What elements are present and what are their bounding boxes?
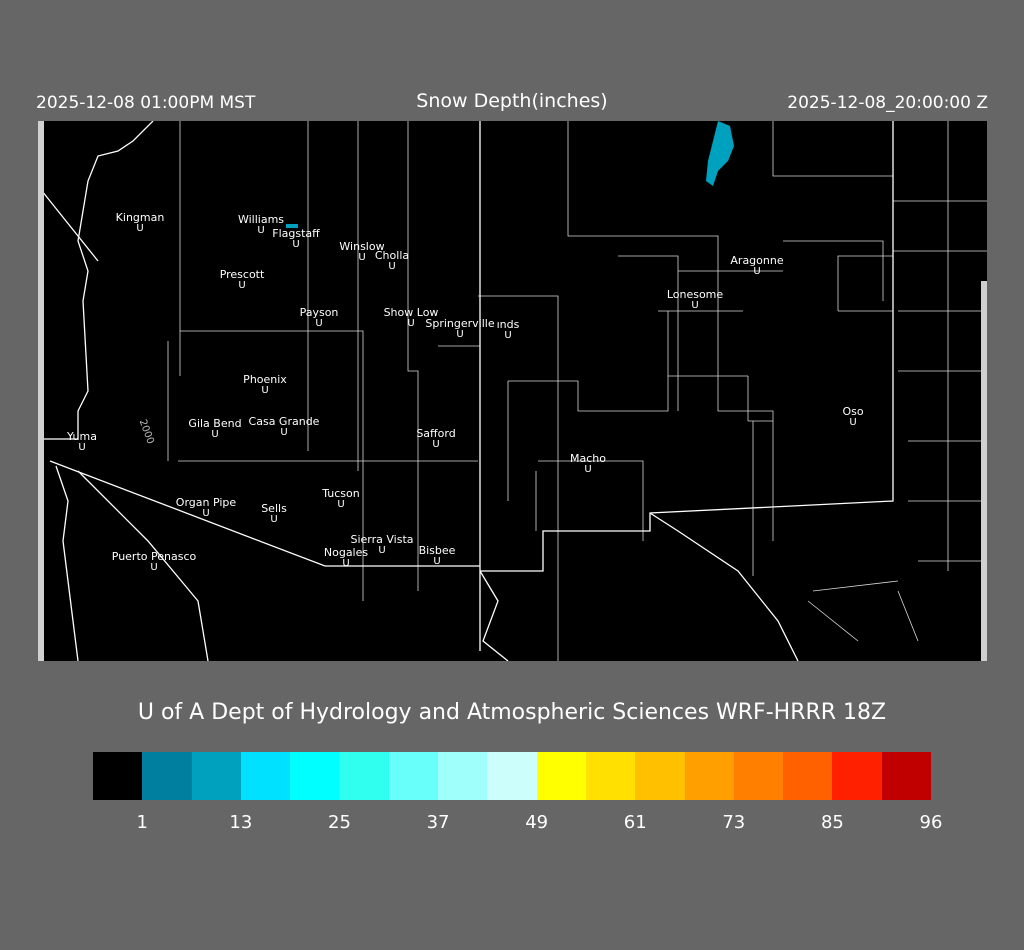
city-yuma: Yuma U bbox=[67, 430, 97, 453]
colorbar-swatch bbox=[191, 752, 241, 800]
colorbar-swatch bbox=[585, 752, 636, 800]
colorbar-swatch bbox=[536, 752, 586, 800]
city-kingman: Kingman U bbox=[115, 211, 165, 234]
city-organ-pipe: Organ Pipe U bbox=[175, 496, 237, 519]
colorbar-label: 85 bbox=[820, 812, 844, 833]
colorbar-swatch bbox=[93, 752, 143, 800]
city-macho: Macho U bbox=[570, 452, 606, 475]
colorbar-label: 37 bbox=[426, 812, 450, 833]
colorbar-swatch bbox=[832, 752, 882, 800]
colorbar-label: 49 bbox=[525, 812, 549, 833]
state-borders bbox=[38, 121, 894, 661]
city-inds: ınds U bbox=[496, 318, 520, 341]
colorbar-swatch bbox=[684, 752, 734, 800]
city-williams: Williams U bbox=[237, 213, 285, 236]
city-winslow: Winslow U bbox=[339, 240, 385, 263]
colorbar-swatch bbox=[487, 752, 537, 800]
map-lines bbox=[38, 121, 987, 661]
colorbar-swatch bbox=[142, 752, 192, 800]
colorbar-swatch bbox=[783, 752, 833, 800]
colorbar-swatch bbox=[635, 752, 685, 800]
valid-time: 2025-12-08_20:00:00 Z bbox=[787, 93, 988, 113]
city-sells: Sells U bbox=[261, 502, 287, 525]
city-phoenix: Phoenix U bbox=[243, 373, 287, 396]
colorbar-swatch bbox=[388, 752, 439, 800]
colorbar bbox=[93, 752, 932, 800]
city-gila-bend: Gila Bend U bbox=[188, 417, 242, 440]
snow-depth-area-flagstaff bbox=[286, 224, 298, 228]
city-show-low: Show Low U bbox=[383, 306, 439, 329]
city-payson: Payson U bbox=[299, 306, 339, 329]
city-prescott: Prescott U bbox=[219, 268, 265, 291]
city-flagstaff: Flagstaff U bbox=[272, 227, 320, 250]
city-springerville: Springerville U bbox=[425, 317, 495, 340]
city-safford: Safford U bbox=[416, 427, 456, 450]
colorbar-label: 96 bbox=[919, 812, 943, 833]
city-oso: Oso U bbox=[842, 405, 864, 428]
city-cholla: Cholla U bbox=[374, 249, 410, 272]
city-sierra-vista: Sierra Vista U bbox=[350, 533, 414, 556]
city-casa-grande: Casa Grande U bbox=[248, 415, 320, 438]
city-bisbee: Bisbee U bbox=[418, 544, 456, 567]
city-tucson: Tucson U bbox=[322, 487, 360, 510]
colorbar-label: 1 bbox=[136, 812, 149, 833]
colorbar-swatch bbox=[240, 752, 291, 800]
map-title: Snow Depth(inches) bbox=[416, 90, 608, 112]
city-puerto-penasco: Puerto Penasco U bbox=[111, 550, 197, 573]
colorbar-label: 25 bbox=[328, 812, 351, 833]
local-time: 2025-12-08 01:00PM MST bbox=[36, 93, 256, 113]
snow-depth-area-north bbox=[706, 121, 734, 186]
colorbar-label: 61 bbox=[623, 812, 647, 833]
credit-line: U of A Dept of Hydrology and Atmospheric… bbox=[137, 700, 887, 725]
colorbar-label: 73 bbox=[722, 812, 746, 833]
city-nogales: Nogales U bbox=[323, 546, 369, 569]
city-lonesome: Lonesome U bbox=[666, 288, 724, 311]
colorbar-swatch bbox=[339, 752, 389, 800]
city-aragonne: Aragonne U bbox=[730, 254, 784, 277]
map-edge-left bbox=[38, 121, 44, 661]
county-lines bbox=[167, 121, 987, 661]
colorbar-swatch bbox=[438, 752, 488, 800]
colorbar-swatch bbox=[290, 752, 340, 800]
colorbar-swatch bbox=[733, 752, 784, 800]
colorbar-swatch bbox=[881, 752, 932, 800]
map-edge-right bbox=[981, 281, 987, 661]
snow-depth-map: Kingman U Williams U Flagstaff U Winslow U C… bbox=[38, 121, 987, 661]
colorbar-label: 13 bbox=[229, 812, 253, 833]
